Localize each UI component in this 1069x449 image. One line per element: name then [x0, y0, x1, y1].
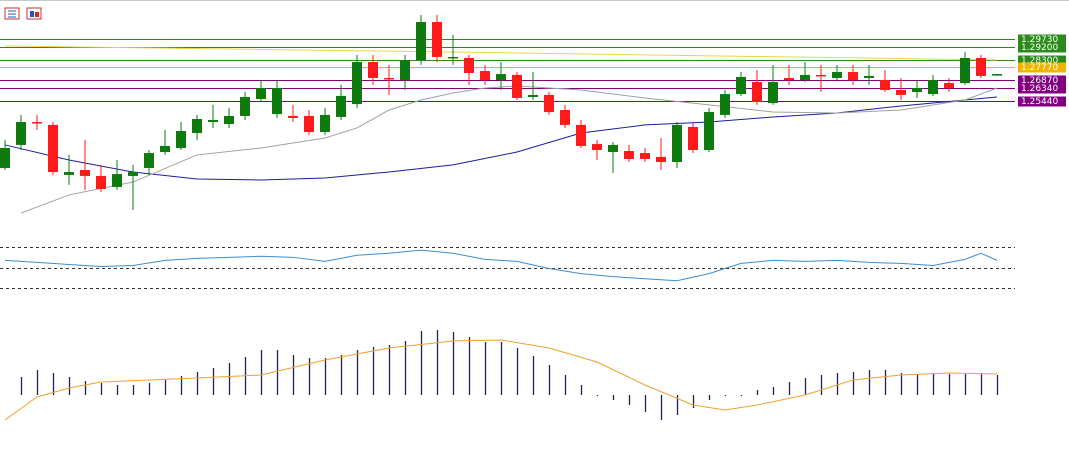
candle-body [384, 77, 394, 80]
line [4, 339, 998, 421]
candle-body [480, 71, 490, 80]
candle-body [768, 82, 778, 104]
candle-body [800, 74, 810, 80]
level-label-box [1018, 83, 1066, 94]
level-label: 1.26870 [1021, 76, 1058, 86]
candle-body [272, 87, 282, 115]
level-label-box [1018, 75, 1066, 86]
candle-body [432, 22, 442, 57]
level-label-box [1018, 42, 1066, 53]
candle-body [560, 110, 570, 125]
candle-body [96, 175, 106, 189]
level-label: 1.29730 [1021, 35, 1058, 45]
candle-body [848, 72, 858, 80]
level-label: 1.25440 [1021, 97, 1058, 107]
candle-body [912, 87, 922, 93]
level-label: 1.27770 [1021, 63, 1058, 73]
candle-body [256, 87, 266, 99]
level-label: 1.29200 [1021, 43, 1058, 53]
candle-body [0, 147, 10, 168]
candle-body [160, 145, 170, 153]
candle-body [528, 94, 538, 97]
candle-body [304, 115, 314, 133]
candle-body [608, 144, 618, 153]
candle-body [176, 131, 186, 148]
candle-body [16, 122, 26, 145]
candle-body [208, 120, 218, 123]
level-label-box [1018, 96, 1066, 107]
candle-body [32, 122, 42, 124]
candle-body [832, 72, 842, 78]
line [4, 96, 998, 181]
candle-body [400, 60, 410, 80]
line [4, 45, 998, 61]
candle-body [240, 96, 250, 116]
icon-part [35, 12, 39, 17]
level-label: 1.28300 [1021, 56, 1058, 66]
candle-body [128, 172, 138, 176]
candle-body [576, 124, 586, 146]
candle-body [992, 74, 1002, 76]
candle-body [192, 118, 202, 134]
candle-body [352, 62, 362, 105]
candle-body [928, 80, 938, 95]
candle-body [224, 115, 234, 125]
candle-body [592, 144, 602, 150]
candle-body [288, 115, 298, 118]
candle-body [672, 124, 682, 163]
candle-body [464, 57, 474, 74]
line [4, 249, 998, 282]
candle-body [864, 75, 874, 78]
candle-body [144, 153, 154, 168]
candle-body [688, 126, 698, 150]
candle-body [336, 95, 346, 117]
icon-part [30, 11, 34, 17]
line [20, 85, 998, 214]
candle-body [80, 170, 90, 176]
candle-body [64, 172, 74, 175]
candle-body [512, 74, 522, 98]
candle-body [976, 57, 986, 76]
candle-body [816, 74, 826, 77]
level-label-box [1018, 34, 1066, 45]
candle-body [656, 156, 666, 163]
level-label: 1.26340 [1021, 84, 1058, 94]
candle-body [960, 57, 970, 84]
candle-body [112, 174, 122, 187]
candle-body [704, 112, 714, 150]
candle-body [320, 114, 330, 133]
candle-body [416, 22, 426, 61]
candle-body [448, 56, 458, 59]
level-label-box [1018, 62, 1066, 73]
candle-body [640, 153, 650, 159]
toolbar-icons [4, 7, 42, 20]
candle-body [880, 80, 890, 90]
candle-body [720, 94, 730, 115]
candle-body [48, 124, 58, 173]
candle-body [368, 62, 378, 78]
candle-body [736, 76, 746, 95]
candle-body [752, 82, 762, 103]
level-label-box [1018, 55, 1066, 66]
candle-body [496, 74, 506, 80]
candle-body [624, 151, 634, 159]
candle-body [944, 83, 954, 88]
candle-body [544, 94, 554, 113]
candle-body [896, 90, 906, 95]
candle-body [784, 77, 794, 80]
